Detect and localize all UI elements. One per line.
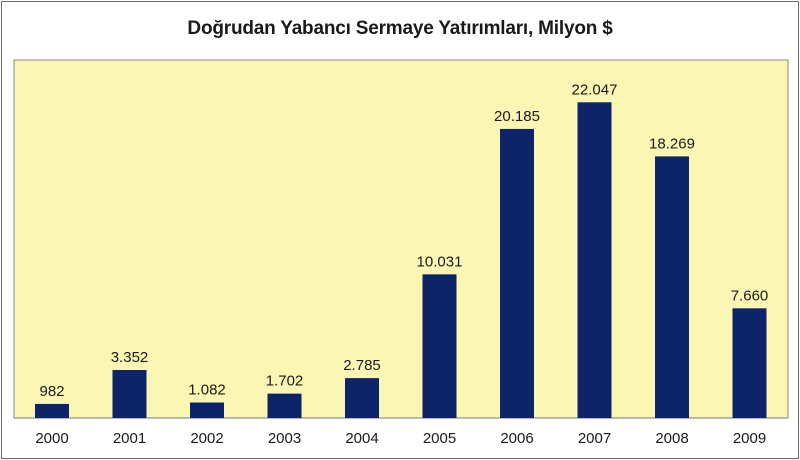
x-tick-label-2007: 2007	[578, 430, 611, 447]
value-label-2004: 2.785	[343, 357, 381, 374]
value-label-2001: 3.352	[111, 349, 149, 366]
bar-2001	[112, 369, 147, 418]
x-tick-label-2009: 2009	[733, 430, 766, 447]
value-label-2003: 1.702	[266, 373, 304, 390]
bar-2003	[267, 393, 302, 418]
x-tick-label-2008: 2008	[655, 430, 688, 447]
value-label-2007: 22.047	[572, 81, 618, 98]
value-label-2008: 18.269	[649, 135, 695, 152]
bar-2006	[500, 128, 534, 418]
bar-2009	[732, 308, 767, 418]
x-tick-label-2001: 2001	[113, 430, 146, 447]
value-label-2000: 982	[39, 383, 64, 400]
x-tick-label-2002: 2002	[190, 430, 223, 447]
value-label-2005: 10.031	[417, 253, 463, 270]
value-label-2006: 20.185	[494, 108, 540, 125]
x-tick-label-2006: 2006	[500, 430, 533, 447]
chart-title: Doğrudan Yabancı Sermaye Yatırımları, Mi…	[187, 18, 613, 39]
x-tick-label-2005: 2005	[423, 430, 456, 447]
bar-2007	[577, 102, 612, 418]
x-tick-label-2004: 2004	[345, 430, 378, 447]
bar-2008	[655, 156, 689, 418]
x-tick-label-2000: 2000	[35, 430, 68, 447]
x-tick-label-2003: 2003	[268, 430, 301, 447]
bar-2000	[35, 403, 69, 418]
value-label-2009: 7.660	[731, 287, 769, 304]
value-label-2002: 1.082	[188, 382, 226, 399]
bar-2004	[345, 378, 379, 418]
bar-2005	[422, 274, 457, 418]
bar-2002	[190, 402, 224, 418]
